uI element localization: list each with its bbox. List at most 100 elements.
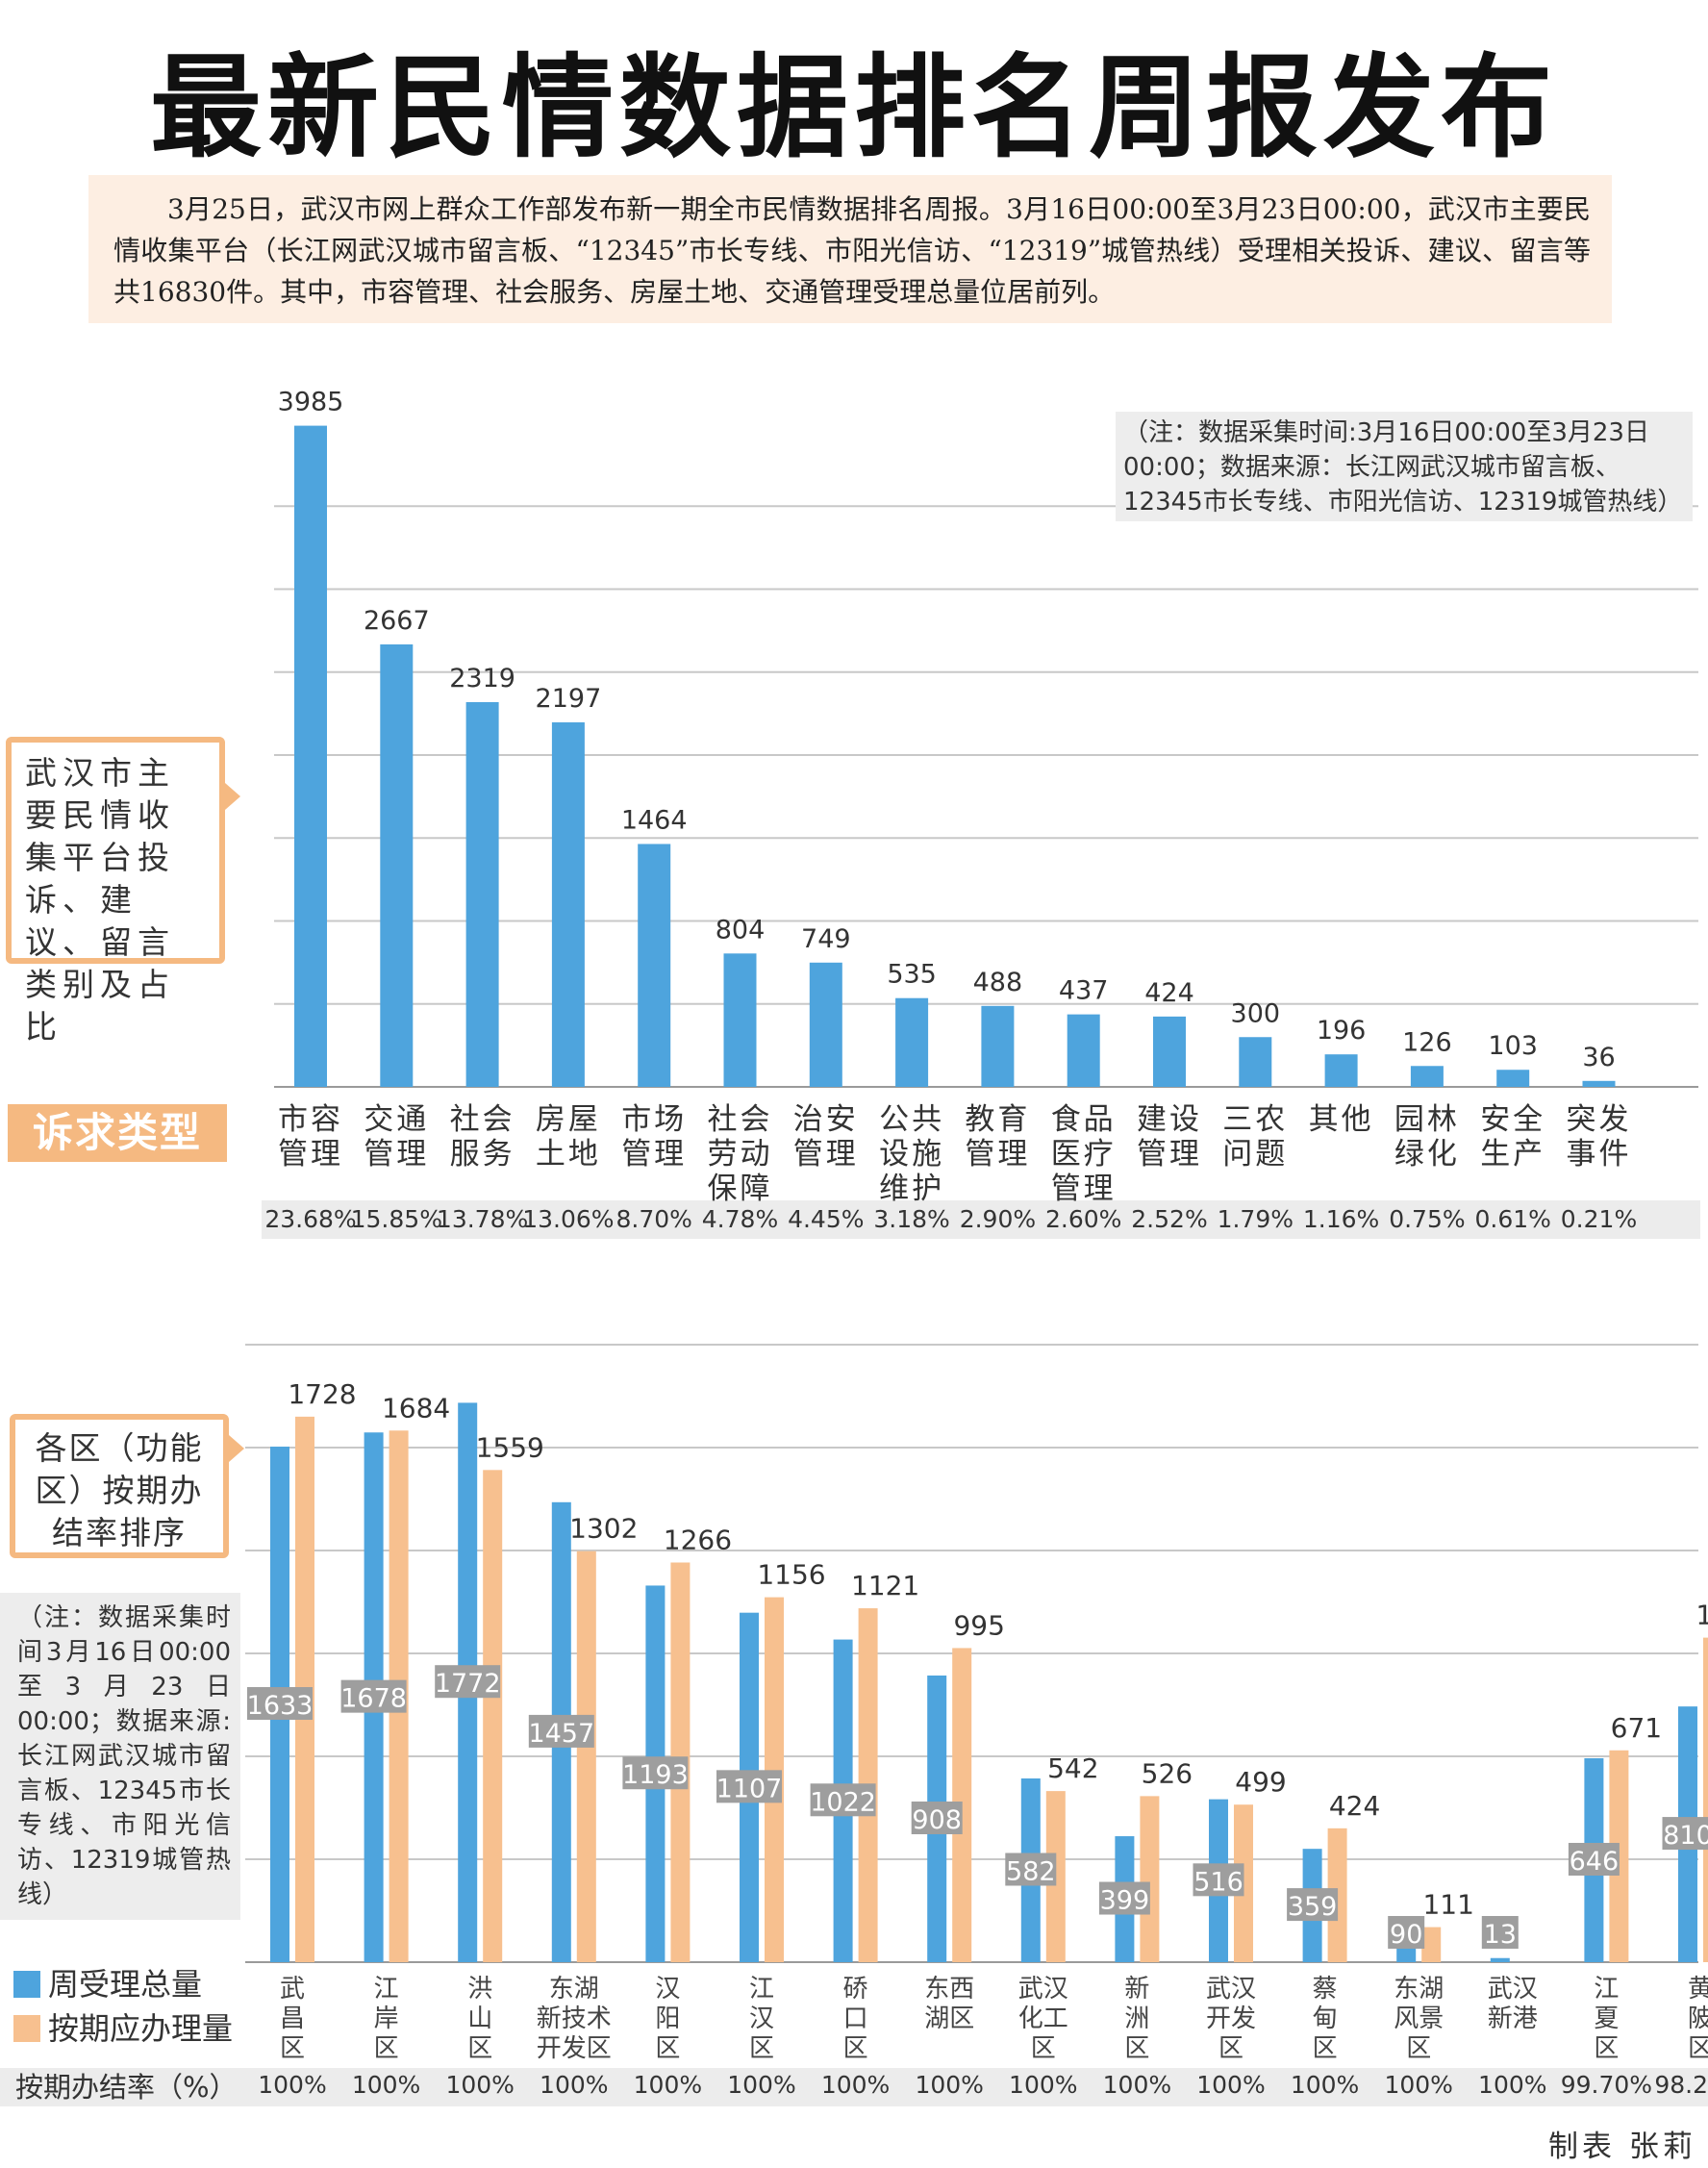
value-label: 424 bbox=[1144, 978, 1194, 1008]
category-label: 维护 bbox=[879, 1172, 944, 1206]
category-label: 治安 bbox=[793, 1102, 859, 1137]
completion-rate-band bbox=[0, 2068, 1708, 2106]
district-label: 武汉 bbox=[1488, 1975, 1538, 2004]
district-label: 洪 bbox=[467, 1975, 492, 2004]
percent-label: 4.78% bbox=[702, 1205, 778, 1233]
district-label: 江 bbox=[374, 1975, 399, 2004]
district-label: 区 bbox=[467, 2034, 492, 2063]
value-badge bbox=[1481, 1916, 1519, 1949]
value-label-due-volume: 111 bbox=[1422, 1889, 1473, 1921]
category-label: 管理 bbox=[1137, 1137, 1202, 1172]
value-label-due-volume: 1266 bbox=[664, 1524, 732, 1555]
completion-rate-label: 99.70% bbox=[1561, 2071, 1652, 2099]
completion-rate-label: 98.25% bbox=[1654, 2071, 1708, 2099]
bar-due-volume-15 bbox=[1703, 1637, 1708, 1962]
bar-11 bbox=[1239, 1037, 1272, 1087]
district-label: 区 bbox=[1594, 2034, 1619, 2063]
district-label: 江 bbox=[1594, 1975, 1619, 2004]
category-label: 管理 bbox=[621, 1137, 687, 1172]
district-label: 区 bbox=[1124, 2034, 1149, 2063]
legend-label: 按期应办理量 bbox=[48, 2010, 234, 2047]
percent-label: 2.52% bbox=[1131, 1205, 1207, 1233]
bar-due-volume-2 bbox=[483, 1470, 503, 1962]
value-label-due-volume: 995 bbox=[953, 1609, 1004, 1641]
district-label: 江 bbox=[749, 1975, 774, 2004]
district-label: 区 bbox=[374, 2034, 399, 2063]
category-label: 教育 bbox=[965, 1102, 1030, 1137]
percent-label: 23.68% bbox=[264, 1205, 356, 1233]
district-label: 区 bbox=[1406, 2034, 1431, 2063]
value-label-weekly-total: 1678 bbox=[340, 1684, 407, 1714]
percent-label: 13.78% bbox=[437, 1205, 528, 1233]
value-badge bbox=[340, 1679, 407, 1713]
category-label: 房屋 bbox=[536, 1102, 601, 1137]
value-badge bbox=[716, 1770, 782, 1803]
credit-line: 制表 张莉 bbox=[1548, 2130, 1696, 2164]
value-label-weekly-total: 908 bbox=[912, 1805, 962, 1835]
percent-label: 0.75% bbox=[1389, 1205, 1465, 1233]
district-label: 山 bbox=[467, 2004, 492, 2033]
legend-label: 周受理总量 bbox=[48, 1966, 203, 2003]
value-label-due-volume: 1559 bbox=[476, 1431, 544, 1463]
district-label: 开发 bbox=[1206, 2004, 1256, 2033]
chart2-callout: 各区（功能区）按期办结率排序 bbox=[10, 1414, 244, 1558]
category-label: 保障 bbox=[708, 1172, 773, 1206]
percent-label: 2.90% bbox=[960, 1205, 1036, 1233]
district-label: 湖区 bbox=[924, 2004, 974, 2033]
bar-2 bbox=[465, 701, 499, 1087]
value-label: 535 bbox=[887, 960, 937, 990]
value-label: 300 bbox=[1231, 998, 1281, 1028]
district-label: 区 bbox=[280, 2034, 305, 2063]
district-label: 陂 bbox=[1688, 2004, 1708, 2033]
category-label: 突发 bbox=[1567, 1102, 1632, 1137]
value-label-weekly-total: 1193 bbox=[622, 1760, 689, 1790]
category-type-tag: 诉求类型 bbox=[8, 1104, 227, 1162]
percent-label: 13.06% bbox=[522, 1205, 614, 1233]
value-label: 437 bbox=[1059, 976, 1109, 1006]
value-badge bbox=[911, 1801, 963, 1834]
district-label: 武汉 bbox=[1206, 1975, 1256, 2004]
district-label: 甸 bbox=[1313, 2004, 1338, 2033]
district-label: 蔡 bbox=[1313, 1975, 1338, 2004]
category-label: 绿化 bbox=[1394, 1137, 1460, 1172]
district-label: 新技术 bbox=[537, 2004, 612, 2033]
page-title: 最新民情数据排名周报发布 bbox=[150, 42, 1558, 173]
percent-label: 4.45% bbox=[788, 1205, 864, 1233]
district-label: 东湖 bbox=[549, 1975, 599, 2004]
completion-rate-label: 100% bbox=[352, 2071, 420, 2099]
completion-rate-label: 100% bbox=[258, 2071, 326, 2099]
value-label-weekly-total: 1107 bbox=[716, 1774, 783, 1803]
bar-12 bbox=[1324, 1054, 1358, 1087]
category-label: 服务 bbox=[450, 1137, 515, 1172]
district-completion-chart: 1633 1728 武昌区 100% 1678 1684 江岸区 100% 1772 1559 洪山… bbox=[245, 1344, 1708, 2099]
legend-swatch-orange bbox=[13, 2015, 40, 2042]
bar-15 bbox=[1582, 1080, 1616, 1087]
value-badge bbox=[1568, 1842, 1620, 1876]
completion-rate-label: 100% bbox=[540, 2071, 608, 2099]
district-label: 化工 bbox=[1018, 2004, 1068, 2033]
category-label: 土地 bbox=[536, 1137, 601, 1172]
value-badge bbox=[528, 1714, 594, 1748]
value-badge bbox=[1662, 1817, 1708, 1851]
completion-rate-label: 100% bbox=[1291, 2071, 1359, 2099]
bar-due-volume-12 bbox=[1421, 1927, 1442, 1962]
category-label: 安全 bbox=[1480, 1102, 1545, 1137]
category-label: 管理 bbox=[364, 1137, 429, 1172]
value-label-weekly-total: 810 bbox=[1663, 1821, 1708, 1851]
value-label-due-volume: 1684 bbox=[382, 1392, 450, 1424]
district-label: 昌 bbox=[280, 2004, 305, 2033]
bar-6 bbox=[809, 962, 842, 1087]
category-label: 医疗 bbox=[1051, 1137, 1117, 1172]
district-label: 新 bbox=[1124, 1975, 1149, 2004]
value-label: 2197 bbox=[536, 684, 602, 714]
chart1-callout: 武汉市主要民情收集平台投诉、建议、留言类别及占比 bbox=[6, 737, 240, 1046]
value-badge bbox=[435, 1665, 501, 1699]
category-label: 市容 bbox=[278, 1102, 343, 1137]
district-label: 区 bbox=[655, 2034, 680, 2063]
category-label: 管理 bbox=[278, 1137, 343, 1172]
value-label-due-volume: 424 bbox=[1329, 1790, 1380, 1822]
value-label-due-volume: 1156 bbox=[757, 1559, 825, 1591]
completion-rate-label: 100% bbox=[1384, 2071, 1452, 2099]
intro-paragraph: 3月25日，武汉市网上群众工作部发布新一期全市民情数据排名周报。3月16日00:… bbox=[88, 175, 1612, 323]
district-label: 岸 bbox=[374, 2004, 399, 2033]
